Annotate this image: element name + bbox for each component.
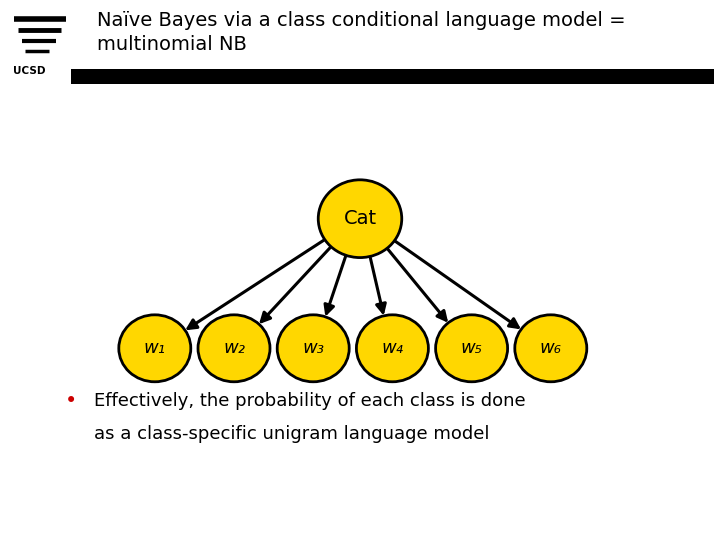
Text: •: • bbox=[65, 392, 77, 411]
Text: w₁: w₁ bbox=[144, 339, 166, 357]
Ellipse shape bbox=[515, 315, 587, 382]
Text: w₆: w₆ bbox=[540, 339, 562, 357]
Text: UCSD: UCSD bbox=[13, 66, 45, 76]
Text: w₃: w₃ bbox=[302, 339, 324, 357]
Text: w₅: w₅ bbox=[461, 339, 482, 357]
Bar bbox=[71, 69, 714, 84]
Ellipse shape bbox=[198, 315, 270, 382]
Ellipse shape bbox=[277, 315, 349, 382]
Text: Naïve Bayes via a class conditional language model =: Naïve Bayes via a class conditional lang… bbox=[97, 11, 626, 30]
Text: w₄: w₄ bbox=[382, 339, 403, 357]
Ellipse shape bbox=[119, 315, 191, 382]
Text: w₂: w₂ bbox=[223, 339, 245, 357]
Text: Cat: Cat bbox=[343, 209, 377, 228]
Ellipse shape bbox=[436, 315, 508, 382]
Ellipse shape bbox=[318, 180, 402, 258]
Text: Effectively, the probability of each class is done: Effectively, the probability of each cla… bbox=[94, 392, 525, 409]
Text: multinomial NB: multinomial NB bbox=[97, 35, 247, 54]
Ellipse shape bbox=[356, 315, 428, 382]
Text: as a class-specific unigram language model: as a class-specific unigram language mod… bbox=[94, 425, 489, 443]
